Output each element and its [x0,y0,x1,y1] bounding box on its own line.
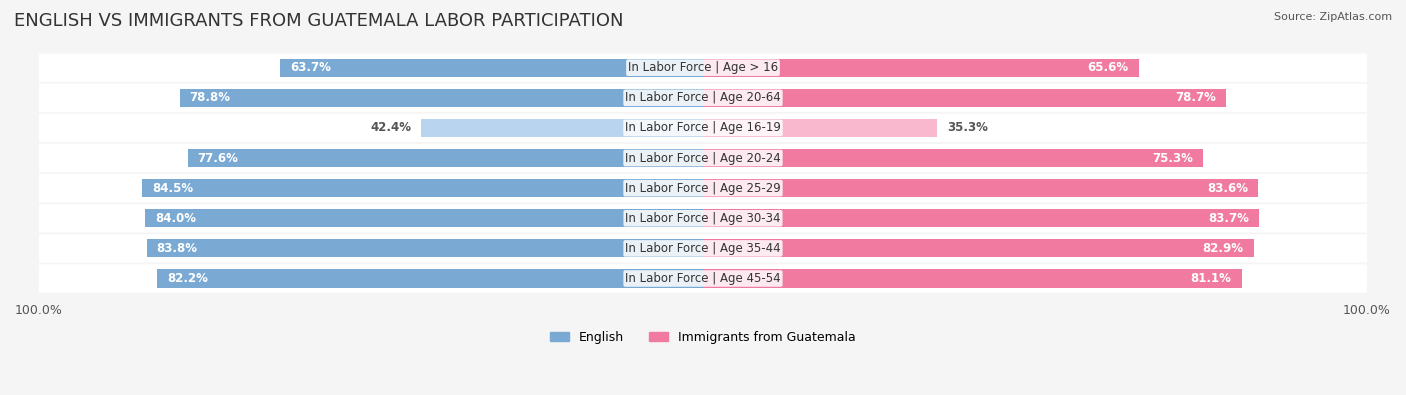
FancyBboxPatch shape [39,264,1367,293]
FancyBboxPatch shape [39,174,1367,202]
Bar [422,119,703,137]
Text: 82.9%: 82.9% [1202,242,1243,255]
Bar [703,149,1204,167]
Text: In Labor Force | Age 20-24: In Labor Force | Age 20-24 [626,152,780,165]
Text: 82.2%: 82.2% [167,272,208,285]
Bar [703,58,1139,77]
Bar [146,239,703,258]
Text: 75.3%: 75.3% [1152,152,1194,165]
Text: In Labor Force | Age 16-19: In Labor Force | Age 16-19 [626,121,780,134]
Bar [703,179,1258,197]
Bar [142,179,703,197]
FancyBboxPatch shape [39,54,1367,82]
Text: 84.0%: 84.0% [155,212,197,225]
FancyBboxPatch shape [39,204,1367,232]
Text: In Labor Force | Age 30-34: In Labor Force | Age 30-34 [626,212,780,225]
Bar [145,209,703,227]
FancyBboxPatch shape [39,84,1367,112]
Text: 83.6%: 83.6% [1208,182,1249,195]
Text: In Labor Force | Age 20-64: In Labor Force | Age 20-64 [626,91,780,104]
Text: 35.3%: 35.3% [948,121,988,134]
Text: In Labor Force | Age 25-29: In Labor Force | Age 25-29 [626,182,780,195]
Bar [157,269,703,288]
Legend: English, Immigrants from Guatemala: English, Immigrants from Guatemala [546,326,860,349]
Bar [703,89,1226,107]
FancyBboxPatch shape [39,234,1367,263]
Bar [703,119,938,137]
Text: 78.8%: 78.8% [190,91,231,104]
Text: 84.5%: 84.5% [152,182,193,195]
Bar [180,89,703,107]
Bar [187,149,703,167]
Bar [703,209,1258,227]
Text: 83.8%: 83.8% [156,242,197,255]
Text: In Labor Force | Age 35-44: In Labor Force | Age 35-44 [626,242,780,255]
Text: 77.6%: 77.6% [198,152,239,165]
Text: 81.1%: 81.1% [1191,272,1232,285]
FancyBboxPatch shape [39,114,1367,142]
Text: 65.6%: 65.6% [1087,61,1129,74]
Text: 42.4%: 42.4% [370,121,412,134]
Text: 63.7%: 63.7% [290,61,330,74]
Text: In Labor Force | Age > 16: In Labor Force | Age > 16 [628,61,778,74]
Text: Source: ZipAtlas.com: Source: ZipAtlas.com [1274,12,1392,22]
Text: In Labor Force | Age 45-54: In Labor Force | Age 45-54 [626,272,780,285]
Text: ENGLISH VS IMMIGRANTS FROM GUATEMALA LABOR PARTICIPATION: ENGLISH VS IMMIGRANTS FROM GUATEMALA LAB… [14,12,623,30]
Text: 78.7%: 78.7% [1175,91,1216,104]
FancyBboxPatch shape [39,144,1367,172]
Text: 83.7%: 83.7% [1208,212,1249,225]
Bar [703,239,1254,258]
Bar [703,269,1241,288]
Bar [280,58,703,77]
